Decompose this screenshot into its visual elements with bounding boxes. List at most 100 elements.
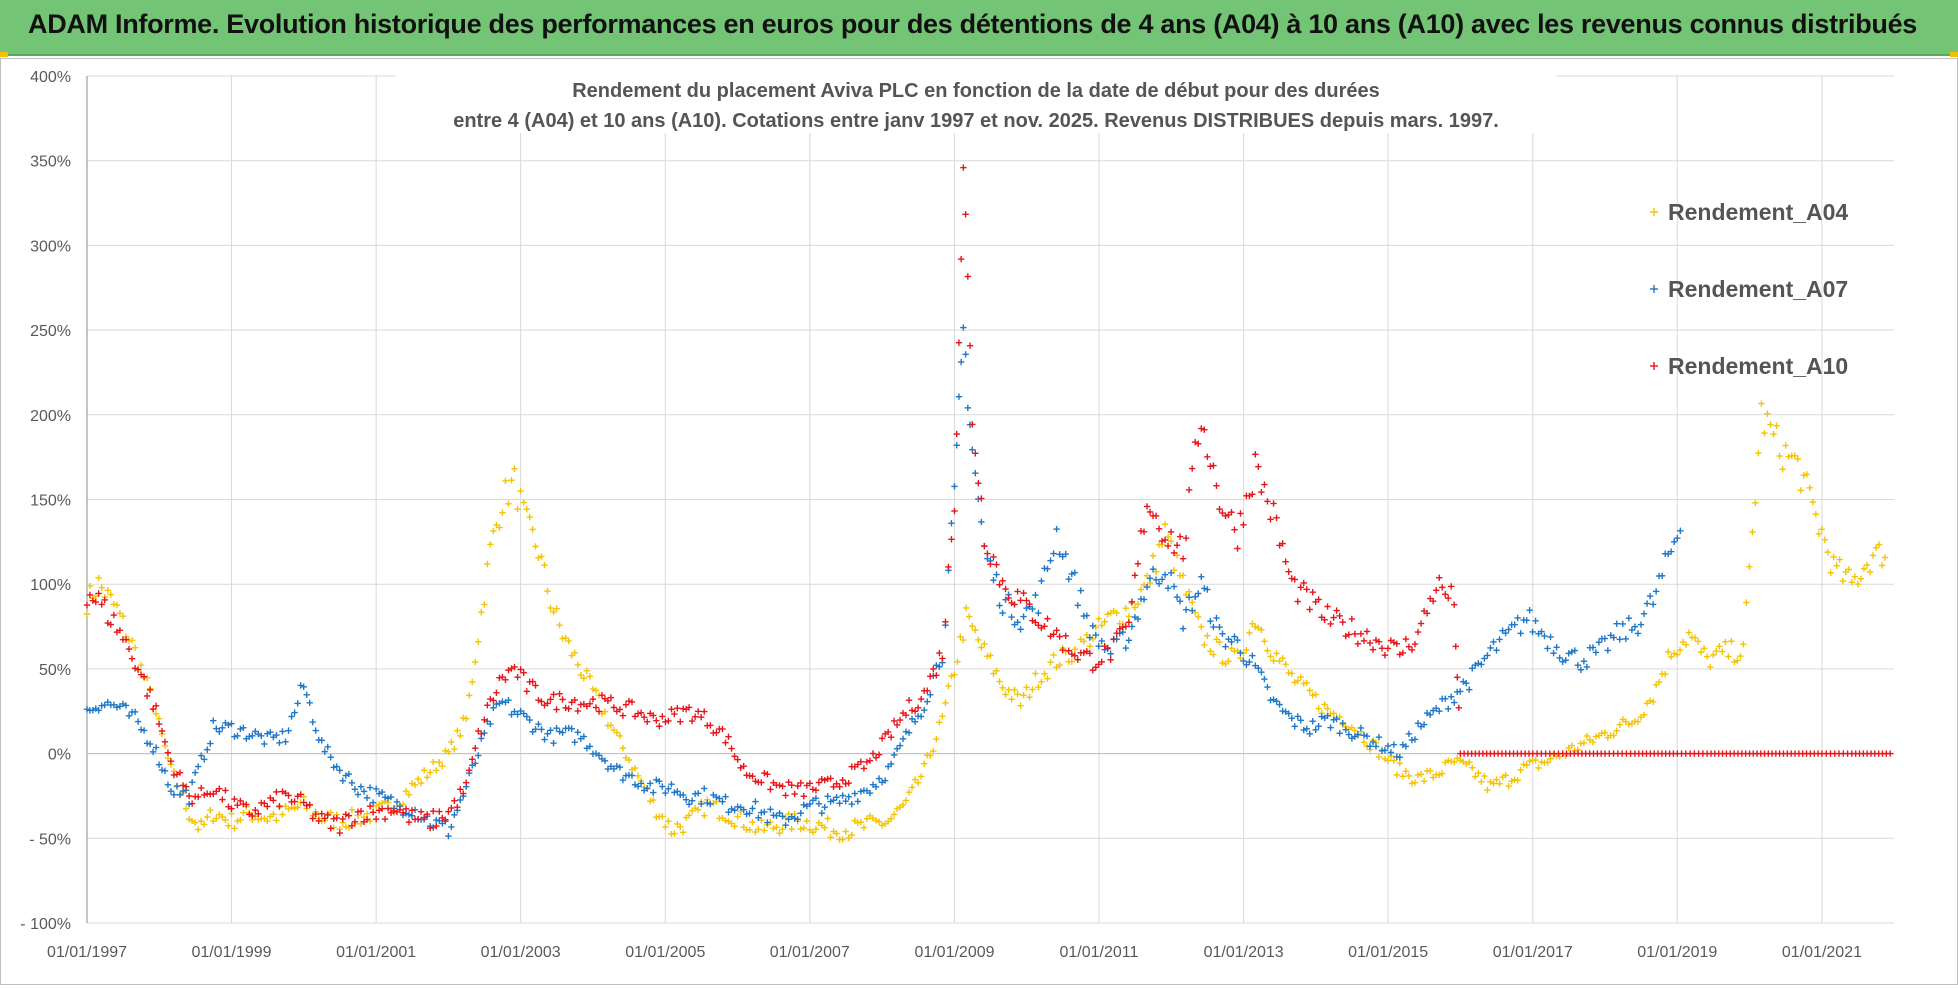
plus-marker [1397, 760, 1403, 766]
plus-marker [719, 726, 725, 732]
plus-marker [782, 815, 788, 821]
plus-marker [1418, 620, 1424, 626]
plus-marker [1456, 705, 1462, 711]
plus-marker [1581, 740, 1587, 746]
plus-marker [343, 824, 349, 830]
plus-marker [999, 685, 1005, 691]
plus-marker [1556, 753, 1562, 759]
plus-marker [210, 717, 216, 723]
plus-marker [1026, 694, 1032, 700]
y-tick-labels: 400%350%300%250%200%150%100%50%0%- 50%- … [20, 69, 71, 933]
y-tick-label: 350% [30, 154, 71, 171]
plus-marker [379, 789, 385, 795]
plus-marker [659, 783, 665, 789]
plus-marker [936, 719, 942, 725]
plus-marker [978, 519, 984, 525]
plus-marker [722, 739, 728, 745]
plus-marker [469, 679, 475, 685]
plus-marker [798, 780, 804, 786]
plus-marker [1798, 487, 1804, 493]
plus-marker [514, 674, 520, 680]
plus-marker [1674, 651, 1680, 657]
plus-marker [1072, 569, 1078, 575]
plus-marker [1246, 630, 1252, 636]
plus-marker [1180, 625, 1186, 631]
plus-marker [1361, 739, 1367, 745]
plus-marker [313, 727, 319, 733]
plus-marker [939, 655, 945, 661]
plus-marker [1207, 648, 1213, 654]
plus-marker [927, 673, 933, 679]
plus-marker [599, 692, 605, 698]
plus-marker [1063, 633, 1069, 639]
plus-marker [956, 394, 962, 400]
plus-marker [1830, 554, 1836, 560]
plus-marker [1870, 552, 1876, 558]
plus-marker [529, 526, 535, 532]
plus-marker [962, 351, 968, 357]
plus-marker [861, 765, 867, 771]
plus-marker [1442, 591, 1448, 597]
plus-marker [1593, 649, 1599, 655]
plus-marker [99, 584, 105, 590]
plus-marker [572, 739, 578, 745]
plus-marker [942, 619, 948, 625]
plus-marker [521, 499, 527, 505]
plus-marker [1002, 691, 1008, 697]
plus-marker [1240, 522, 1246, 528]
plus-marker [1310, 718, 1316, 724]
plus-marker [1295, 713, 1301, 719]
plus-marker [538, 726, 544, 732]
plus-marker [394, 799, 400, 805]
plus-marker [677, 719, 683, 725]
plus-marker [1364, 733, 1370, 739]
plus-marker [1786, 453, 1792, 459]
plus-marker [1677, 647, 1683, 653]
plus-marker [1289, 670, 1295, 676]
plus-marker [198, 785, 204, 791]
plus-marker [1047, 557, 1053, 563]
plus-marker [1770, 431, 1776, 437]
plus-marker [942, 700, 948, 706]
plus-marker [1623, 636, 1629, 642]
plus-marker [273, 817, 279, 823]
plus-marker [1228, 645, 1234, 651]
plus-marker [370, 799, 376, 805]
plus-marker [1204, 633, 1210, 639]
plus-marker [1596, 639, 1602, 645]
plus-marker [1704, 653, 1710, 659]
plus-marker [656, 723, 662, 729]
plus-marker [833, 794, 839, 800]
plus-marker [846, 794, 852, 800]
plus-marker [478, 609, 484, 615]
plus-marker [734, 813, 740, 819]
plus-marker [695, 790, 701, 796]
plus-marker [524, 506, 530, 512]
plus-marker [1876, 541, 1882, 547]
plus-marker [1617, 721, 1623, 727]
plus-marker [1072, 646, 1078, 652]
plus-marker [1394, 640, 1400, 646]
plus-marker [776, 830, 782, 836]
plus-marker [1285, 569, 1291, 575]
plus-marker [1496, 636, 1502, 642]
plus-marker [1020, 613, 1026, 619]
plus-marker [337, 830, 343, 836]
plus-marker [1114, 630, 1120, 636]
plus-marker [1394, 772, 1400, 778]
plus-marker [638, 710, 644, 716]
plus-marker [816, 801, 822, 807]
plus-marker [1099, 638, 1105, 644]
plus-marker [346, 812, 352, 818]
plus-marker [1481, 655, 1487, 661]
plus-marker [1659, 573, 1665, 579]
plus-marker [1532, 757, 1538, 763]
plus-marker [987, 652, 993, 658]
plus-marker [849, 801, 855, 807]
plus-marker [782, 792, 788, 798]
plus-marker [1415, 772, 1421, 778]
plus-marker [827, 834, 833, 840]
plus-marker [234, 802, 240, 808]
plus-marker [361, 788, 367, 794]
plus-marker [945, 564, 951, 570]
